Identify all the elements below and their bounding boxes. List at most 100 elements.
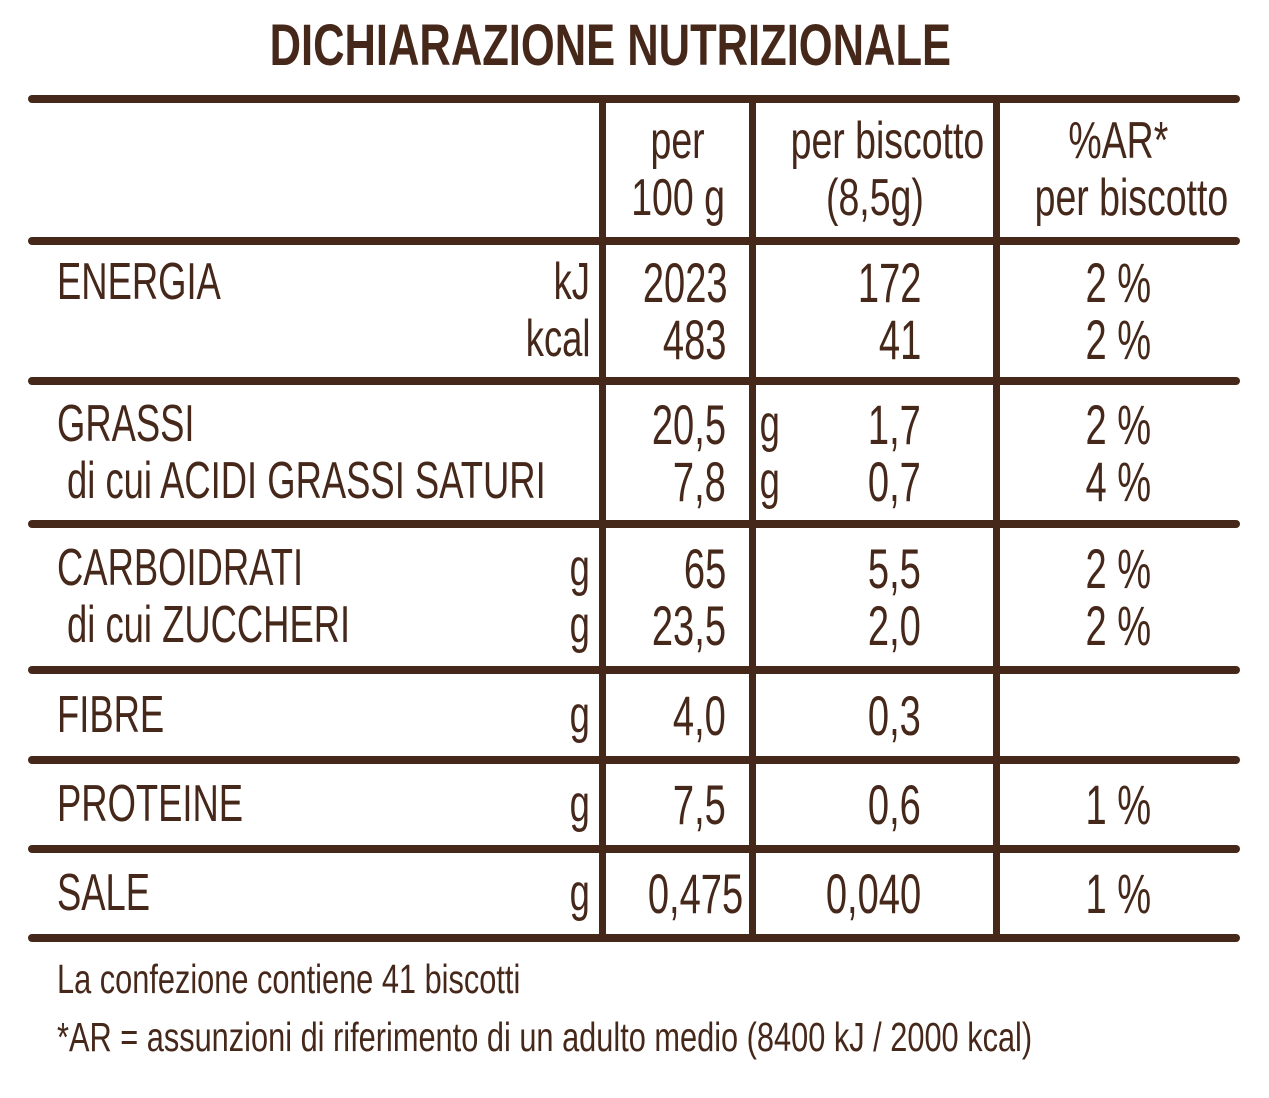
header-per-biscotto-line2: (8,5g)	[826, 169, 924, 227]
sale-per-biscotto-cell: 0,040	[753, 853, 997, 934]
unit-label: g	[759, 451, 780, 510]
value-per-100g: 4,0	[673, 683, 726, 747]
table-row-proteine: PROTEINE g 7,5 0,6 1 %	[28, 764, 1240, 845]
page-title: DICHIARAZIONE NUTRIZIONALE	[0, 10, 1269, 82]
value-per-biscotto: 41	[878, 308, 921, 371]
energia-units: kJ kcal	[498, 254, 590, 368]
energia-labels: ENERGIA	[57, 254, 291, 368]
value-per-100g: 7,5	[673, 773, 726, 836]
horizontal-rule	[28, 845, 1240, 853]
header-cell-per-100g: per 100 g	[603, 103, 753, 237]
nutrient-label: SALE	[57, 864, 151, 922]
header-cell-ar: %AR* per biscotto	[997, 103, 1240, 237]
value-per-100g: 0,475	[647, 862, 744, 925]
value-per-100g: 23,5	[651, 594, 726, 657]
value-per-100g: 483	[662, 308, 726, 371]
fibre-ar-cell	[997, 674, 1240, 756]
sale-units: g	[561, 865, 590, 922]
horizontal-rule	[28, 666, 1240, 674]
horizontal-rule	[28, 95, 1240, 103]
table-row-carboidrati: CARBOIDRATI di cui ZUCCHERI g g 65 23,5 …	[28, 528, 1240, 666]
sale-per-100g-cell: 0,475	[603, 853, 753, 934]
fibre-labels: FIBRE	[57, 685, 210, 744]
energia-ar-cell: 2 % 2 %	[997, 245, 1240, 377]
proteine-labels: PROTEINE	[57, 776, 323, 833]
nutrient-label: ENERGIA	[57, 253, 221, 311]
value-ar: 1 %	[1085, 773, 1152, 836]
value-ar: 2 %	[1085, 537, 1152, 600]
proteine-units: g	[561, 776, 590, 833]
nutrient-sublabel: di cui ACIDI GRASSI SATURI	[67, 451, 546, 510]
value-per-biscotto: 0,3	[868, 683, 921, 747]
value-ar: 2 %	[1085, 594, 1152, 657]
header-ar-line2: per biscotto	[1034, 169, 1229, 227]
grassi-per-100g-cell: 20,5 7,8	[603, 385, 753, 520]
table-row-grassi: GRASSI di cui ACIDI GRASSI SATURI g g 20…	[28, 385, 1240, 520]
value-per-biscotto: 1,7	[868, 392, 921, 456]
header-per-100g-line2: 100 g	[631, 169, 725, 227]
value-per-biscotto: 0,7	[868, 449, 921, 513]
grassi-units: g g	[751, 395, 780, 510]
footer-pack-count-note: La confezione contiene 41 biscotti	[57, 956, 521, 1002]
proteine-per-100g-cell: 7,5	[603, 764, 753, 845]
carboidrati-units: g g	[561, 540, 590, 654]
vertical-rule	[993, 97, 1000, 940]
nutrient-label: PROTEINE	[57, 775, 244, 833]
value-per-biscotto: 172	[857, 251, 921, 314]
value-per-biscotto: 0,040	[825, 862, 921, 925]
fibre-per-100g-cell: 4,0	[603, 674, 753, 756]
nutrient-label: FIBRE	[57, 685, 165, 744]
page-title-text: DICHIARAZIONE NUTRIZIONALE	[269, 13, 952, 78]
header-per-100g-line1: per	[650, 112, 706, 170]
fibre-per-biscotto-cell: 0,3	[753, 674, 997, 756]
table-row-fibre: FIBRE g 4,0 0,3	[28, 674, 1240, 756]
unit-label: g	[569, 775, 590, 833]
header-per-biscotto-line1: per biscotto	[790, 112, 985, 170]
carboidrati-ar-cell: 2 % 2 %	[997, 528, 1240, 666]
sale-label-cell: SALE g	[28, 853, 603, 934]
table-rows: per 100 g per biscotto (8,5g) %AR* per b…	[28, 95, 1240, 942]
header-row: per 100 g per biscotto (8,5g) %AR* per b…	[28, 103, 1240, 237]
carboidrati-per-100g-cell: 65 23,5	[603, 528, 753, 666]
nutrition-table: per 100 g per biscotto (8,5g) %AR* per b…	[28, 95, 1240, 942]
footer-ar-reference-note: *AR = assunzioni di riferimento di un ad…	[57, 1014, 1033, 1060]
energia-label-cell: ENERGIA kJ kcal	[28, 245, 603, 377]
value-per-biscotto: 5,5	[868, 537, 921, 600]
vertical-rule	[599, 97, 606, 940]
grassi-labels: GRASSI di cui ACIDI GRASSI SATURI	[57, 394, 751, 510]
table-row-energia: ENERGIA kJ kcal 2023 483 172 41	[28, 245, 1240, 377]
horizontal-rule	[28, 756, 1240, 764]
unit-label: g	[569, 685, 590, 744]
nutrient-label: GRASSI	[57, 394, 195, 453]
horizontal-rule	[28, 377, 1240, 385]
value-ar: 1 %	[1085, 862, 1152, 925]
energia-per-biscotto-cell: 172 41	[753, 245, 997, 377]
header-empty-cell	[28, 103, 603, 237]
unit-label: kJ	[553, 253, 590, 311]
value-per-100g: 20,5	[651, 392, 726, 456]
table-row-sale: SALE g 0,475 0,040 1 %	[28, 853, 1240, 934]
fibre-label-cell: FIBRE g	[28, 674, 603, 756]
unit-label: g	[569, 596, 590, 654]
nutrient-sublabel: di cui ZUCCHERI	[67, 596, 351, 654]
unit-label: g	[569, 539, 590, 597]
carboidrati-labels: CARBOIDRATI di cui ZUCCHERI	[57, 540, 472, 654]
value-per-100g: 2023	[642, 251, 728, 314]
energia-per-100g-cell: 2023 483	[603, 245, 753, 377]
sale-labels: SALE	[57, 865, 190, 922]
value-per-100g: 65	[683, 537, 726, 600]
horizontal-rule	[28, 934, 1240, 942]
header-cell-per-biscotto: per biscotto (8,5g)	[753, 103, 997, 237]
value-per-biscotto: 2,0	[868, 594, 921, 657]
proteine-label-cell: PROTEINE g	[28, 764, 603, 845]
grassi-label-cell: GRASSI di cui ACIDI GRASSI SATURI g g	[28, 385, 780, 520]
proteine-per-biscotto-cell: 0,6	[753, 764, 997, 845]
fibre-units: g	[561, 685, 590, 744]
vertical-rule	[749, 97, 756, 940]
value-ar: 2 %	[1085, 392, 1152, 456]
grassi-ar-cell: 2 % 4 %	[997, 385, 1240, 520]
grassi-per-biscotto-cell: 1,7 0,7	[753, 385, 997, 520]
value-ar: 2 %	[1085, 308, 1152, 371]
footer-notes: La confezione contiene 41 biscotti *AR =…	[57, 950, 1269, 1066]
